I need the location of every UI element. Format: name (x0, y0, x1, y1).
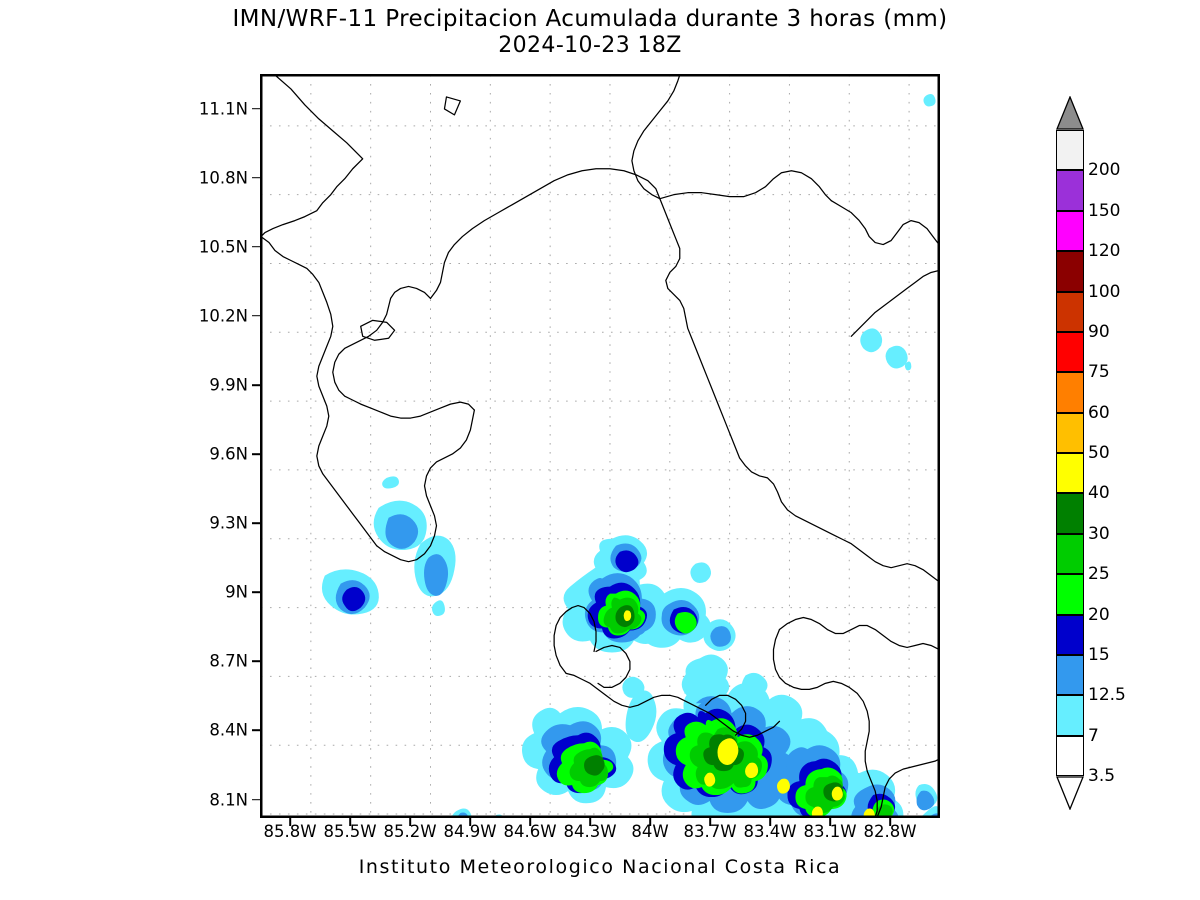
colorbar-swatch[interactable] (1056, 493, 1084, 534)
map-border (261, 75, 939, 817)
y-axis-tick-mark (252, 729, 260, 732)
precip-cells-pacifico-norte (321, 476, 456, 617)
x-axis-tick-label: 83.1W (803, 822, 857, 841)
y-axis-tick-mark (252, 660, 260, 663)
colorbar-tick-label: 90 (1088, 321, 1110, 342)
map-gridlines (261, 75, 939, 817)
y-axis-tick-label: 9N (225, 582, 248, 602)
y-axis-tick-mark (252, 384, 260, 386)
colorbar-swatch[interactable] (1056, 412, 1084, 453)
x-axis-tick-label: 84.3W (563, 822, 617, 841)
x-axis-tick-label: 83.7W (683, 822, 737, 841)
colorbar-tick-label: 150 (1088, 200, 1121, 221)
y-axis-tick-label: 11.1N (198, 99, 248, 119)
y-axis-tick-mark (252, 798, 260, 801)
y-axis-tick-mark (252, 245, 260, 248)
precip-cluster-pacifico-central (562, 535, 736, 743)
x-axis-tick-mark (889, 818, 891, 826)
colorbar-swatch[interactable] (1056, 291, 1084, 332)
colorbar-tick-label: 12.5 (1088, 685, 1126, 706)
footer-credit: Instituto Meteorologico Nacional Costa R… (358, 856, 842, 878)
colorbar-swatch[interactable] (1056, 130, 1084, 171)
y-axis-tick-label: 8.4N (209, 720, 248, 740)
colorbar-tick-label: 200 (1088, 160, 1121, 181)
colorbar-swatch[interactable] (1056, 614, 1084, 655)
colorbar-tick-label: 75 (1088, 362, 1110, 383)
y-axis-tick-mark (252, 107, 260, 110)
x-axis-tick-mark (529, 818, 531, 826)
colorbar-tick-label: 40 (1088, 483, 1110, 504)
colorbar-swatch[interactable] (1056, 453, 1084, 494)
y-axis-tick-label: 9.3N (209, 513, 248, 533)
colorbar-tick-label: 60 (1088, 402, 1110, 423)
y-axis-tick-label: 10.2N (198, 306, 248, 326)
chart-title-block: IMN/WRF-11 Precipitacion Acumulada duran… (0, 6, 1180, 59)
precip-cells-caribe (860, 93, 936, 371)
y-axis-tick-label: 9.6N (209, 444, 248, 464)
colorbar-swatch[interactable] (1056, 574, 1084, 615)
colorbar[interactable]: 200 150 120 100 90 75 60 50 40 30 25 20 15 12.5 7 3.5 (1056, 95, 1126, 811)
y-axis-tick-label: 9.9N (209, 375, 248, 395)
colorbar-tick-label: 3.5 (1088, 766, 1116, 786)
map-coastlines (261, 75, 939, 817)
y-axis-tick-label: 8.7N (209, 651, 248, 671)
map-plot-area[interactable] (260, 74, 940, 818)
colorbar-swatch[interactable] (1056, 654, 1084, 696)
y-axis-tick-mark (252, 591, 260, 594)
y-axis-tick-label: 10.5N (198, 237, 248, 257)
x-axis-tick-mark (469, 818, 471, 826)
precip-cluster-pacifico-sur (521, 654, 938, 817)
page-subtitle: 2024-10-23 18Z (498, 33, 682, 58)
colorbar-tick-label: 50 (1088, 443, 1110, 463)
page-title: IMN/WRF-11 Precipitacion Acumulada duran… (232, 6, 948, 32)
x-axis-tick-label: 83.4W (743, 822, 797, 841)
y-axis-tick-label: 10.8N (198, 168, 248, 188)
colorbar-swatch[interactable] (1056, 210, 1084, 252)
x-axis-tick-label: 85.5W (323, 822, 377, 841)
x-axis-tick-mark (769, 818, 771, 826)
colorbar-under-arrow (1056, 776, 1084, 811)
y-axis-tick-mark (252, 453, 260, 455)
colorbar-tick-label: 120 (1088, 241, 1121, 262)
x-axis-tick-mark (829, 818, 831, 826)
x-axis-tick-mark (709, 818, 711, 826)
x-axis-tick-label: 84.9W (443, 822, 497, 841)
x-axis-tick-label: 82.8W (863, 822, 917, 841)
x-axis-tick-label: 85.2W (383, 822, 437, 841)
y-axis-tick-mark (252, 315, 260, 317)
colorbar-swatch[interactable] (1056, 533, 1084, 575)
precipitation-map (261, 75, 939, 817)
colorbar-tick-label: 100 (1088, 281, 1121, 302)
y-axis-tick-mark (252, 522, 260, 524)
precipitation-contours (321, 93, 939, 817)
x-axis-tick-mark (349, 818, 351, 826)
colorbar-swatch[interactable] (1056, 170, 1084, 211)
colorbar-tick-label: 20 (1088, 604, 1110, 625)
colorbar-tick-label: 7 (1088, 725, 1099, 746)
x-axis-tick-mark (649, 818, 651, 826)
colorbar-tick-label: 30 (1088, 523, 1110, 544)
colorbar-swatch[interactable] (1056, 251, 1084, 292)
x-axis-tick-label: 85.8W (263, 822, 317, 841)
y-axis-tick-label: 8.1N (209, 790, 248, 810)
colorbar-over-arrow (1056, 95, 1084, 130)
colorbar-swatch[interactable] (1056, 695, 1084, 736)
colorbar-swatch[interactable] (1056, 331, 1084, 373)
colorbar-swatch[interactable] (1056, 372, 1084, 413)
x-axis-tick-mark (589, 818, 591, 826)
x-axis-tick-mark (409, 818, 411, 826)
y-axis-tick-mark (252, 176, 260, 179)
x-axis-tick-label: 84.6W (503, 822, 557, 841)
colorbar-tick-label: 15 (1088, 644, 1110, 665)
x-axis-tick-label: 84W (631, 822, 669, 841)
colorbar-tick-label: 25 (1088, 564, 1110, 585)
x-axis-tick-mark (289, 818, 291, 826)
colorbar-swatch[interactable] (1056, 735, 1084, 776)
